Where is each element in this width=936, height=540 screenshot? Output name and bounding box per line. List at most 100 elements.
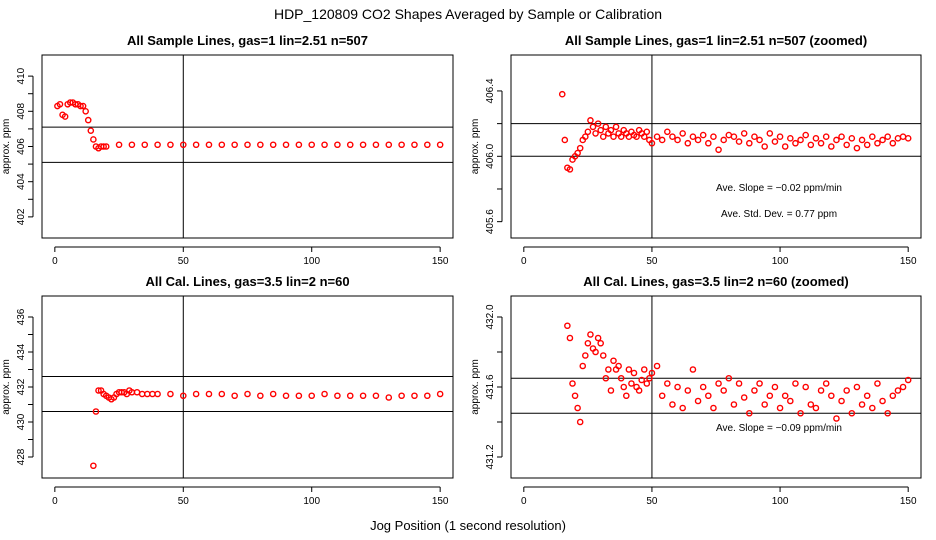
data-point	[756, 380, 763, 387]
data-point	[646, 374, 653, 382]
data-point	[82, 108, 89, 115]
data-point	[766, 130, 774, 137]
data-point	[658, 136, 666, 144]
data-point	[679, 130, 686, 137]
y-tick-label: 428	[16, 448, 27, 465]
data-point	[730, 401, 738, 408]
data-point	[617, 133, 625, 140]
data-point	[863, 141, 871, 149]
data-point	[61, 113, 69, 120]
x-tick-label: 150	[432, 256, 449, 267]
data-point	[879, 136, 886, 144]
x-tick-label: 50	[178, 496, 190, 507]
panel-2: All Sample Lines, gas=1 lin=2.51 n=507 (…	[470, 33, 922, 267]
data-point	[424, 141, 431, 149]
x-tick-label: 100	[772, 256, 789, 267]
data-point	[720, 387, 727, 394]
data-point	[735, 138, 743, 145]
data-point	[674, 136, 681, 144]
x-tick-label: 150	[900, 256, 917, 267]
data-point	[602, 374, 610, 382]
data-point	[321, 390, 328, 398]
data-point	[179, 392, 187, 400]
data-point	[385, 141, 393, 149]
plot-frame	[510, 295, 922, 479]
data-point	[694, 136, 702, 144]
data-point	[869, 404, 876, 412]
data-point	[904, 135, 912, 142]
data-point	[833, 136, 840, 144]
data-point	[167, 141, 174, 149]
data-point	[607, 126, 615, 134]
data-point	[411, 392, 418, 400]
data-point	[615, 362, 622, 370]
y-tick-label: 408	[16, 103, 27, 120]
y-tick-label: 404	[16, 173, 27, 190]
data-point	[817, 387, 825, 394]
data-point	[899, 133, 907, 140]
data-point	[640, 366, 648, 373]
data-point	[630, 369, 638, 377]
data-point	[144, 390, 151, 398]
data-point	[807, 141, 815, 149]
data-point	[128, 141, 136, 149]
data-point	[643, 128, 651, 136]
x-tick-label: 100	[303, 496, 320, 507]
data-point	[359, 392, 367, 400]
data-point	[787, 397, 794, 405]
data-point	[699, 383, 707, 391]
x-tick-label: 100	[303, 256, 320, 267]
data-point	[653, 133, 661, 140]
data-point	[592, 348, 599, 356]
data-point	[295, 141, 303, 149]
data-point	[424, 392, 431, 400]
data-point	[781, 392, 789, 400]
data-point	[766, 392, 774, 400]
data-point	[884, 409, 891, 417]
data-point	[282, 141, 290, 149]
data-point	[669, 401, 676, 408]
figure-x-axis-label: Jog Position (1 second resolution)	[370, 518, 566, 533]
data-point	[257, 392, 264, 400]
data-point	[628, 380, 635, 387]
data-point	[192, 141, 200, 149]
data-point	[705, 139, 712, 147]
data-point	[205, 141, 213, 149]
data-point	[566, 334, 574, 342]
data-point	[92, 408, 100, 415]
data-point	[710, 404, 717, 412]
data-point	[115, 141, 123, 149]
data-point	[904, 376, 912, 384]
plot-frame	[510, 54, 922, 239]
data-point	[781, 143, 789, 150]
data-point	[141, 141, 149, 149]
y-tick-label: 402	[16, 208, 27, 225]
data-point	[863, 392, 871, 400]
data-point	[564, 322, 571, 330]
plot-frame	[41, 54, 454, 239]
data-point	[625, 366, 633, 373]
data-point	[269, 141, 277, 149]
y-axis-label: approx. ppm	[1, 119, 12, 175]
data-point	[620, 383, 628, 391]
figure-title: HDP_120809 CO2 Shapes Averaged by Sample…	[274, 6, 662, 22]
panel-title: All Cal. Lines, gas=3.5 lin=2 n=60	[145, 274, 349, 289]
data-point	[674, 383, 681, 391]
data-point	[740, 130, 748, 137]
data-point	[599, 133, 607, 140]
data-point	[308, 392, 316, 400]
data-point	[684, 387, 692, 394]
x-tick-label: 100	[772, 496, 789, 507]
data-point	[607, 387, 615, 394]
data-point	[858, 136, 866, 144]
data-point	[87, 127, 95, 134]
data-point	[90, 136, 97, 143]
data-point	[231, 141, 238, 149]
data-point	[617, 374, 625, 382]
data-point	[694, 397, 702, 405]
data-point	[761, 401, 768, 408]
data-point	[658, 392, 666, 400]
data-point	[436, 390, 444, 398]
data-point	[787, 135, 794, 142]
